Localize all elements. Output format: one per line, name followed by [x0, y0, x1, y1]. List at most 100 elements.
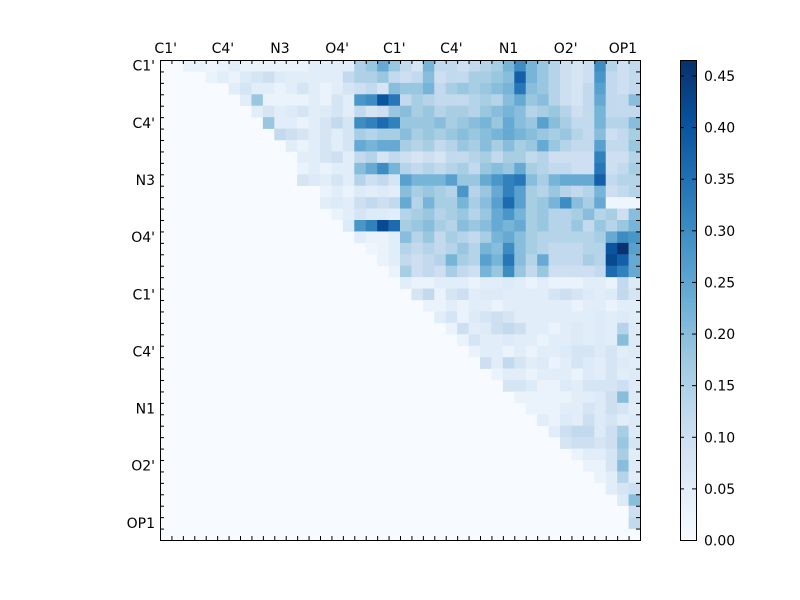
heatmap-cell [594, 82, 607, 95]
heatmap-cell [617, 288, 629, 301]
heatmap-cell [491, 162, 504, 175]
heatmap-cell [320, 140, 332, 152]
heatmap-cell [445, 128, 458, 141]
heatmap-cell [285, 117, 298, 129]
heatmap-cell [388, 151, 401, 164]
heatmap-cell [617, 185, 629, 198]
heatmap-cell [377, 105, 389, 118]
heatmap-cell [297, 174, 309, 187]
heatmap-cell [480, 162, 492, 175]
heatmap-cell [548, 128, 561, 141]
heatmap-cell [457, 140, 469, 152]
heatmap-cell [617, 345, 629, 358]
heatmap-cell [560, 162, 572, 175]
heatmap-cell [560, 345, 572, 358]
heatmap-cell [582, 242, 595, 255]
heatmap-cell [320, 185, 332, 198]
heatmap-cell [594, 311, 607, 324]
heatmap-cell [571, 208, 584, 221]
heatmap-cell [548, 208, 561, 221]
heatmap-cell [594, 322, 607, 335]
heatmap-cell [571, 94, 584, 107]
heatmap-cell [308, 60, 321, 72]
heatmap-cell [422, 162, 435, 175]
heatmap-cell [582, 300, 595, 312]
heatmap-cell [594, 391, 607, 404]
heatmap-cell [617, 242, 629, 255]
heatmap-cell [605, 277, 618, 289]
heatmap-cell [537, 402, 549, 415]
heatmap-cell [480, 185, 492, 198]
heatmap-cell [388, 71, 401, 84]
heatmap-cell [388, 174, 401, 187]
heatmap-cell [422, 117, 435, 129]
heatmap-cell [422, 242, 435, 255]
heatmap-cell [491, 220, 504, 232]
heatmap-cell [605, 140, 618, 152]
heatmap-cell [548, 357, 561, 369]
heatmap-cell [605, 71, 618, 84]
heatmap-cell [457, 162, 469, 175]
heatmap-cell [582, 220, 595, 232]
heatmap-cell [582, 128, 595, 141]
heatmap-cell [457, 82, 469, 95]
heatmap-cell [434, 208, 447, 221]
heatmap-cell [365, 220, 378, 232]
heatmap-cell [377, 242, 389, 255]
heatmap-cell [502, 117, 515, 129]
heatmap-cell [354, 231, 367, 244]
heatmap-cell [514, 220, 527, 232]
heatmap-cell [411, 140, 424, 152]
heatmap-cell [457, 254, 469, 267]
heatmap-cell [331, 105, 344, 118]
heatmap-cell [617, 208, 629, 221]
heatmap-cell [411, 197, 424, 209]
heatmap-cell [548, 105, 561, 118]
heatmap-cell [445, 71, 458, 84]
heatmap-cell [480, 208, 492, 221]
heatmap-cell [468, 231, 481, 244]
heatmap-cell [457, 277, 469, 289]
heatmap-cell [514, 254, 527, 267]
heatmap-cell [365, 105, 378, 118]
heatmap-cell [342, 220, 355, 232]
heatmap-cell [560, 334, 572, 347]
heatmap-cell [411, 128, 424, 141]
heatmap-cell [365, 174, 378, 187]
heatmap-cell [468, 277, 481, 289]
heatmap-cell [571, 437, 584, 449]
heatmap-cell [617, 300, 629, 312]
heatmap-cell [594, 414, 607, 427]
heatmap-cell [548, 380, 561, 392]
heatmap-cell [422, 60, 435, 72]
heatmap-cell [297, 128, 309, 141]
heatmap-cell [480, 71, 492, 84]
heatmap-cell [445, 117, 458, 129]
heatmap-cell [365, 185, 378, 198]
heatmap-cell [342, 71, 355, 84]
heatmap-cell [502, 174, 515, 187]
heatmap-cell [240, 82, 252, 95]
heatmap-cell [571, 254, 584, 267]
heatmap-cell [582, 140, 595, 152]
heatmap-cell [525, 345, 538, 358]
heatmap-cell [560, 414, 572, 427]
heatmap-cell [548, 425, 561, 438]
heatmap-cell [514, 208, 527, 221]
heatmap-cell [480, 94, 492, 107]
heatmap-cell [297, 105, 309, 118]
heatmap-cell [514, 380, 527, 392]
heatmap-cell [434, 185, 447, 198]
heatmap-cell [628, 357, 641, 369]
heatmap-cell [400, 174, 412, 187]
heatmap-cell [388, 208, 401, 221]
heatmap-cell [537, 220, 549, 232]
heatmap-cell [331, 82, 344, 95]
heatmap-cell [537, 105, 549, 118]
heatmap-cell [400, 265, 412, 278]
heatmap-cell [480, 140, 492, 152]
heatmap-cell [628, 208, 641, 221]
heatmap-cell [262, 71, 275, 84]
colorbar-tick-label: 0.35 [704, 172, 735, 188]
heatmap-cell [514, 174, 527, 187]
